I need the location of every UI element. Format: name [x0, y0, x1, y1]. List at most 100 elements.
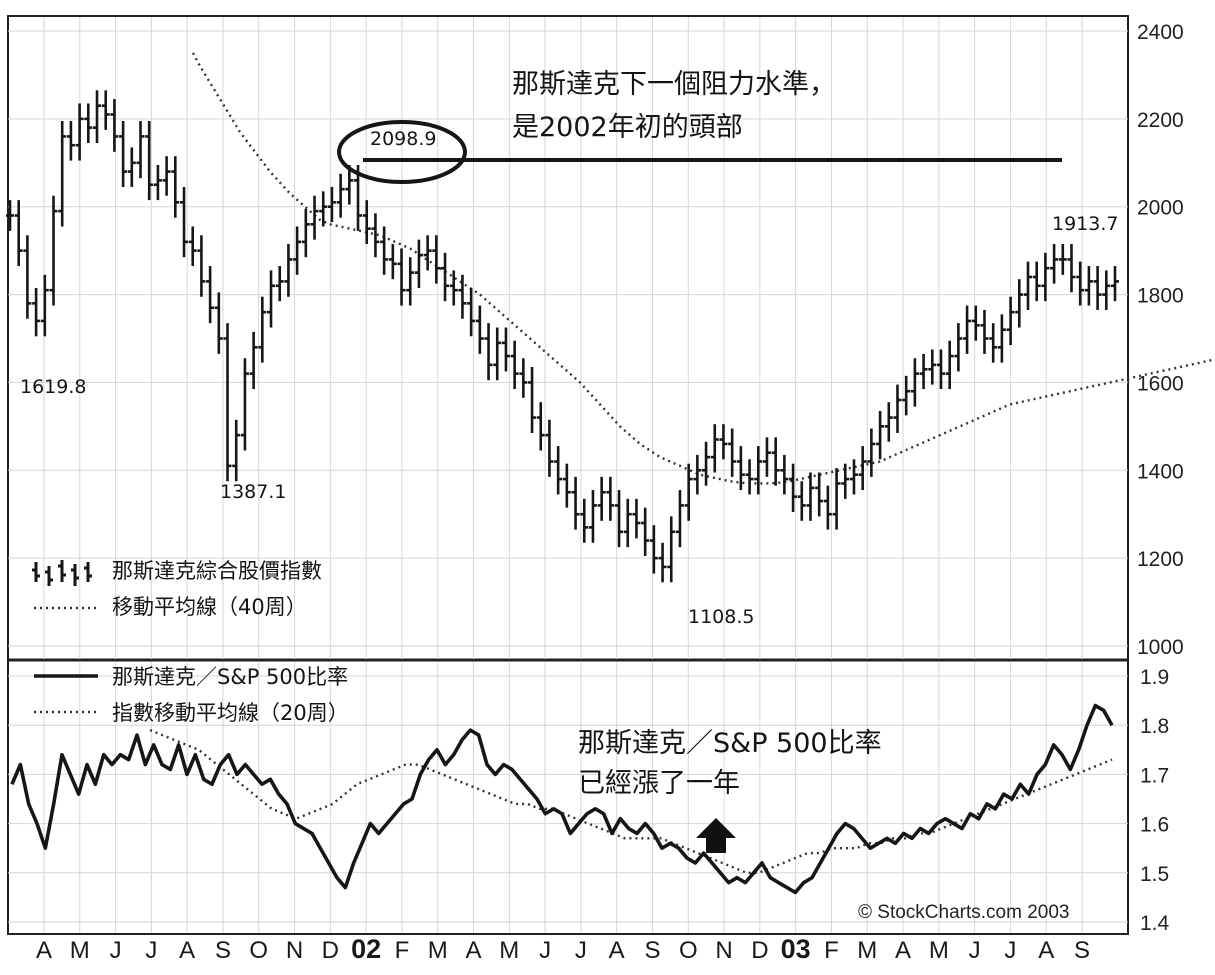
y-tick-label-top: 1200	[1137, 548, 1184, 571]
price-bar	[1006, 296, 1015, 346]
y-tick-label-bottom: 1.4	[1140, 912, 1170, 935]
price-bar	[232, 419, 241, 482]
price-bar	[580, 498, 589, 543]
x-tick-label: M	[499, 937, 519, 964]
y-tick-label-top: 1400	[1137, 460, 1184, 483]
x-tick-label: M	[428, 937, 448, 964]
price-bar	[519, 358, 528, 398]
y-tick-label-top: 2000	[1137, 197, 1184, 220]
price-bar	[1041, 252, 1050, 302]
resistance-note-line1: 那斯達克下一個阻力水準，	[512, 69, 836, 100]
price-bar	[414, 239, 423, 288]
y-tick-label-top: 1600	[1137, 372, 1184, 395]
price-bar	[806, 472, 815, 521]
price-bar	[554, 446, 563, 495]
price-bar	[467, 287, 476, 337]
y-tick-label-bottom: 1.9	[1140, 666, 1169, 689]
price-bar	[754, 446, 763, 495]
price-bar	[206, 266, 215, 324]
price-bar	[110, 99, 119, 152]
price-bar	[536, 402, 545, 451]
price-bar	[180, 186, 189, 258]
price-bar	[84, 103, 93, 144]
y-tick-label-bottom: 1.6	[1140, 814, 1169, 837]
price-bar	[815, 472, 824, 517]
legend-price-icon	[32, 560, 92, 586]
price-bar	[780, 454, 789, 495]
peak-label-1108: 1108.5	[688, 606, 754, 628]
x-tick-label: F	[395, 937, 410, 964]
price-bar	[658, 542, 667, 583]
price-bar	[945, 340, 954, 390]
price-bar	[823, 485, 832, 530]
moving-average-40-line	[191, 52, 1215, 485]
x-tick-label: M	[70, 937, 90, 964]
price-bar	[841, 463, 850, 499]
ratio-polyline	[10, 703, 1114, 895]
peak-label-1619: 1619.8	[20, 376, 86, 398]
price-bar	[858, 446, 867, 491]
price-bar	[319, 191, 328, 227]
price-bar	[562, 463, 571, 508]
price-bar	[458, 274, 467, 319]
price-bar	[354, 164, 363, 231]
price-bar	[223, 323, 232, 482]
price-bar	[214, 292, 223, 354]
price-bar	[136, 121, 145, 179]
price-bar	[101, 90, 110, 130]
price-bar	[997, 314, 1006, 363]
price-bar	[293, 226, 302, 275]
x-tick-label: J	[1004, 937, 1016, 964]
peak-circle	[337, 120, 467, 184]
price-bar	[432, 235, 441, 284]
price-bar	[571, 476, 580, 530]
price-bar	[762, 437, 771, 477]
price-bar	[6, 200, 14, 231]
x-tick-label: J	[110, 937, 122, 964]
price-bar	[441, 252, 450, 302]
price-bar	[771, 437, 780, 486]
price-bar	[1050, 244, 1059, 284]
chart-frames	[7, 15, 1129, 935]
price-bar	[623, 498, 632, 548]
price-bar	[1111, 266, 1119, 302]
credit-label: © StockCharts.com 2003	[858, 902, 1069, 923]
price-bar	[284, 244, 293, 297]
price-bar	[1058, 244, 1067, 275]
outer-frame	[7, 15, 1129, 935]
bottom-grid	[8, 662, 1128, 933]
price-bar	[249, 331, 258, 390]
ratio-note-line2: 已經漲了一年	[578, 768, 740, 799]
price-bar	[789, 463, 798, 513]
price-bar	[510, 340, 519, 390]
price-bar	[667, 516, 676, 583]
price-bar	[1023, 261, 1032, 310]
price-bar	[545, 419, 554, 477]
price-bar	[371, 213, 380, 258]
price-bar	[240, 358, 249, 451]
y-tick-label-bottom: 1.5	[1140, 863, 1169, 886]
price-bar	[40, 274, 49, 337]
x-tick-label: M	[929, 937, 949, 964]
price-bar	[58, 121, 67, 227]
price-bar	[423, 235, 432, 271]
price-bar	[980, 309, 989, 354]
peak-label-2098: 2098.9	[370, 128, 436, 150]
price-bar	[1084, 266, 1093, 306]
price-bar	[345, 164, 354, 205]
x-tick-label: D	[751, 937, 768, 964]
ratio-note-line1: 那斯達克／S&P 500比率	[578, 728, 882, 759]
price-bar	[971, 305, 980, 341]
price-bar	[23, 235, 32, 319]
price-bar	[702, 441, 711, 486]
price-bar	[310, 195, 319, 240]
price-bar	[1102, 270, 1111, 310]
peak-label-1387: 1387.1	[220, 481, 286, 503]
y-tick-label-top: 1800	[1137, 285, 1184, 308]
x-tick-label: O	[249, 937, 268, 964]
price-bar	[171, 156, 180, 218]
up-arrow-icon	[696, 818, 736, 853]
price-bar	[989, 323, 998, 363]
price-bar	[797, 481, 806, 521]
price-bar	[484, 323, 493, 381]
